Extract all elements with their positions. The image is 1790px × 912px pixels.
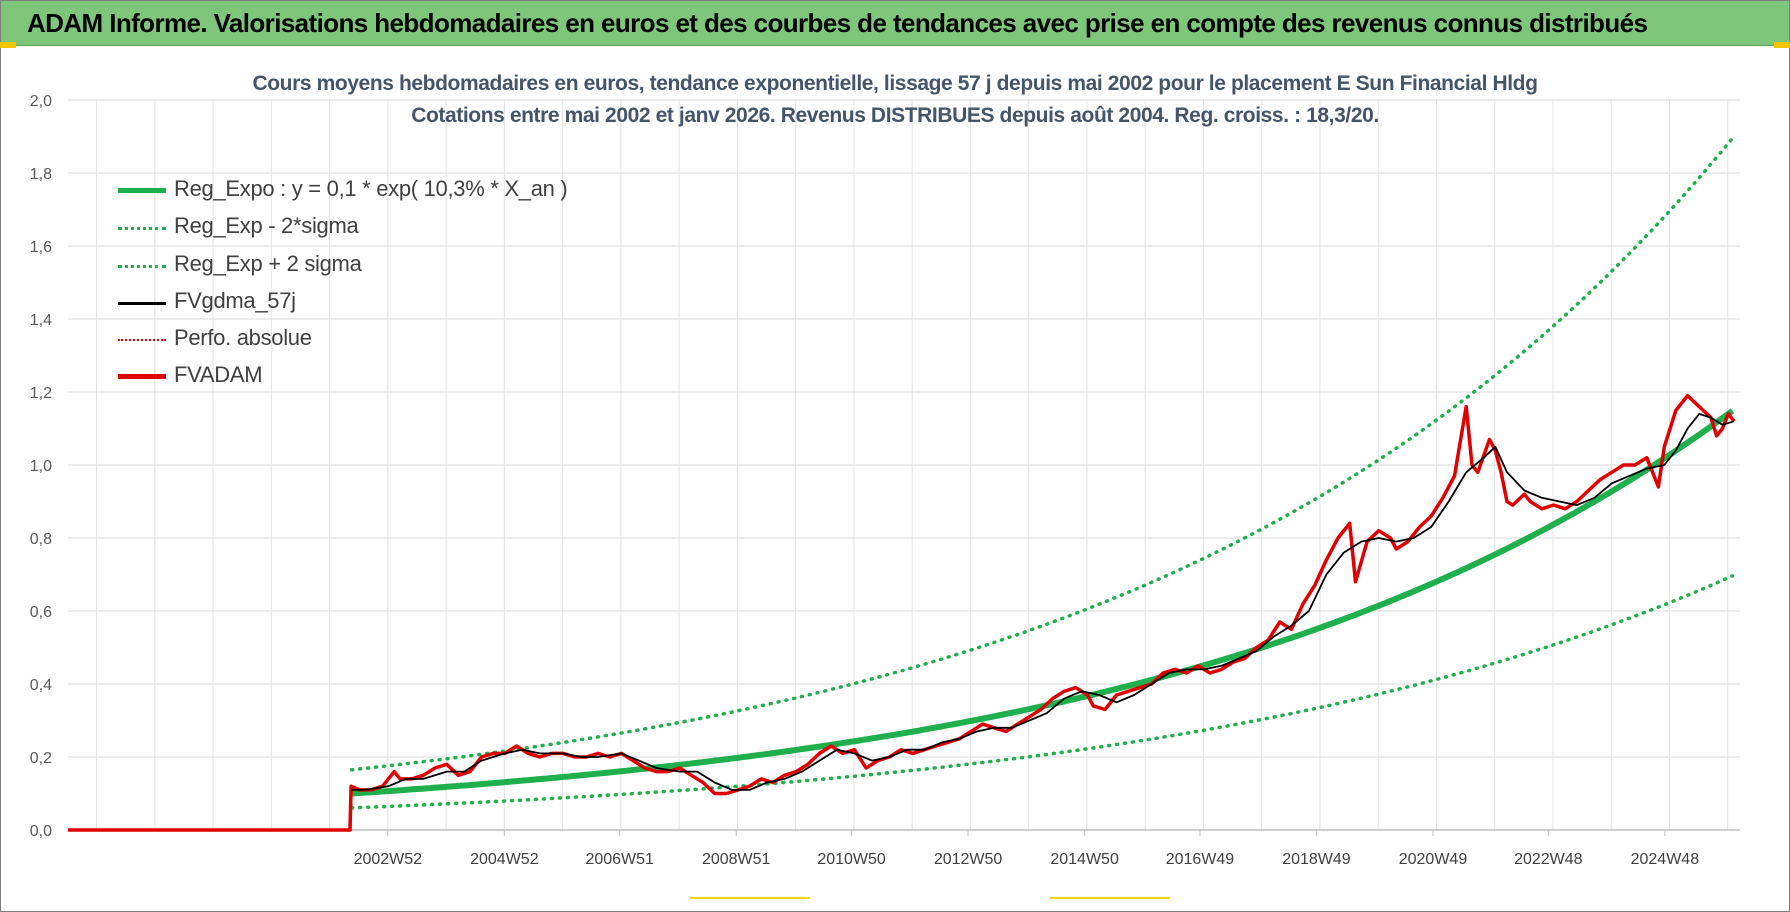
y-tick-label: 0,6 [30,604,52,621]
x-tick-label: 2018W49 [1282,851,1351,868]
grid [68,99,1740,831]
y-tick-label: 2,0 [30,93,52,110]
legend-swatch-solid-green [118,188,166,193]
series-reg-exp-minus-2sigma [349,574,1735,810]
x-tick-label: 2010W50 [817,851,886,868]
x-tick-label: 2014W50 [1050,851,1119,868]
x-tick-label: 2006W51 [585,851,654,868]
x-tick-label: 2002W52 [354,851,423,868]
legend-swatch-dotted-green [118,227,166,230]
header-bar: ADAM Informe. Valorisations hebdomadaire… [1,1,1789,46]
y-tick-label: 1,6 [30,239,52,256]
x-tick-label: 2004W52 [470,851,539,868]
x-tick-label: 2016W49 [1166,851,1235,868]
y-tick-label: 1,4 [30,312,52,329]
legend-label: Perfo. absolue [174,325,312,350]
series-reg-exp-plus-2sigma [349,136,1735,772]
legend-label: FVgdma_57j [174,288,296,313]
legend-label: Reg_Exp + 2 sigma [174,251,362,276]
y-tick-label: 1,8 [30,166,52,183]
header-title: ADAM Informe. Valorisations hebdomadaire… [27,8,1648,38]
y-axis: 0,0 0,2 0,4 0,6 0,8 1,0 1,2 1,4 1,6 1,8 2,0 [30,93,52,840]
corner-marker-left [0,42,16,48]
series-fvadam [68,393,1736,832]
legend-swatch-solid-red [118,374,166,379]
x-axis: 2002W52 2004W52 2006W51 2008W51 2010W50 2012W… [354,830,1700,868]
y-tick-label: 1,2 [30,385,52,402]
legend-swatch-dotted-green [118,265,166,268]
y-tick-label: 0,4 [30,677,52,694]
y-tick-label: 1,0 [30,458,52,475]
bottom-marker [690,897,810,899]
x-tick-label: 2012W50 [934,851,1003,868]
series-reg-expo [351,408,1735,797]
chart-subtitle: Cotations entre mai 2002 et janv 2026. R… [411,104,1379,127]
legend-label: Reg_Exp - 2*sigma [174,213,359,238]
legend-label: FVADAM [174,362,263,387]
x-tick-label: 2024W48 [1631,851,1700,868]
chart-title: Cours moyens hebdomadaires en euros, ten… [252,72,1538,95]
x-tick-label: 2008W51 [702,851,771,868]
x-tick-label: 2020W49 [1399,851,1468,868]
plot-area [68,136,1736,832]
corner-marker-right [1774,42,1790,48]
y-tick-label: 0,0 [30,823,52,840]
legend-swatch-solid-black [118,302,166,305]
legend-swatch-dotted-red [118,339,166,341]
bottom-marker [1050,897,1170,899]
series-fvgdma-57j [351,413,1735,791]
y-tick-label: 0,8 [30,531,52,548]
y-tick-label: 0,2 [30,750,52,767]
x-tick-label: 2022W48 [1514,851,1583,868]
legend-label: Reg_Expo : y = 0,1 * exp( 10,3% * X_an ) [174,176,568,201]
